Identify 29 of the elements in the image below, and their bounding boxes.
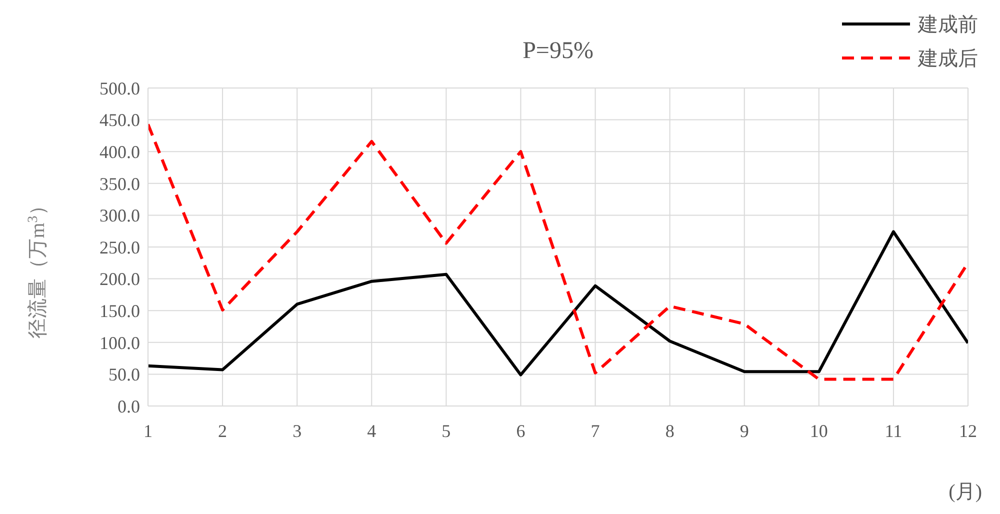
y-tick-label: 150.0 <box>100 300 140 321</box>
x-axis-title: (月) <box>948 481 982 503</box>
x-tick-label: 9 <box>740 420 749 441</box>
y-tick-label: 450.0 <box>100 110 140 130</box>
x-tick-label: 8 <box>665 420 674 441</box>
x-tick-label: 3 <box>292 420 302 441</box>
line-series <box>148 122 968 381</box>
legend-label: 建成后 <box>917 46 978 70</box>
x-tick-label: 1 <box>144 420 152 441</box>
y-tick-label: 200.0 <box>100 269 140 290</box>
x-tick-label: 7 <box>590 420 600 441</box>
y-tick-label: 50.0 <box>108 364 140 385</box>
x-tick-label: 11 <box>884 420 902 441</box>
y-tick-label: 500.0 <box>100 78 140 98</box>
y-tick-label: 250.0 <box>100 237 140 258</box>
y-tick-label: 400.0 <box>100 142 140 162</box>
y-tick-label: 300.0 <box>100 206 140 226</box>
x-tick-label: 2 <box>218 420 228 441</box>
y-tick-label: 0.0 <box>118 396 140 416</box>
legend-label: 建成前 <box>917 12 978 36</box>
x-tick-label: 10 <box>810 420 828 441</box>
y-tick-label: 350.0 <box>100 174 140 194</box>
chart-title: P=95% <box>522 38 594 64</box>
line-series <box>148 230 968 376</box>
y-tick-label: 100.0 <box>100 332 140 353</box>
x-tick-label: 4 <box>367 420 376 441</box>
x-tick-label: 5 <box>442 420 451 441</box>
x-tick-label: 6 <box>516 420 526 441</box>
x-tick-label: 12 <box>959 420 977 441</box>
